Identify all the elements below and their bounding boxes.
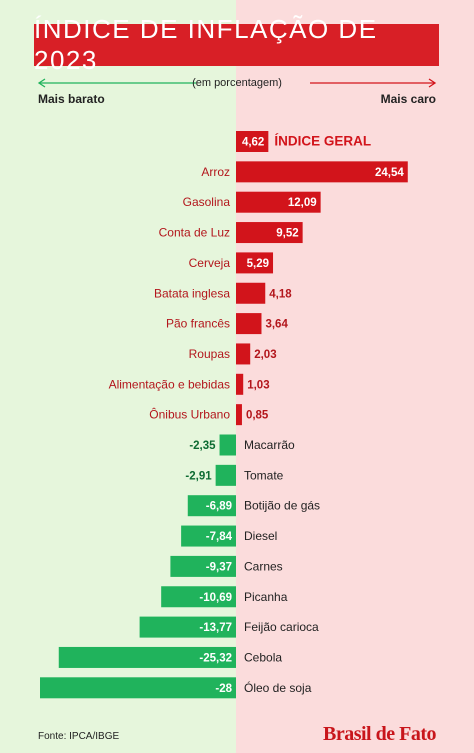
pricier-label: Mais caro <box>380 92 436 106</box>
value-label: 3,64 <box>265 319 288 331</box>
bar <box>170 555 236 577</box>
bar <box>215 464 236 486</box>
value-label: -10,69 <box>199 592 232 604</box>
category-label: Feijão carioca <box>244 620 319 634</box>
title-banner: ÍNDICE DE INFLAÇÃO DE 2023 <box>34 14 439 75</box>
category-label: Pão francês <box>166 317 230 331</box>
category-label: Gasolina <box>183 195 231 209</box>
category-label: Diesel <box>244 529 277 543</box>
value-label: -28 <box>215 683 232 695</box>
value-label: -2,35 <box>189 440 216 452</box>
bar <box>187 495 236 517</box>
value-label: -25,32 <box>199 652 232 664</box>
category-label: Cerveja <box>189 256 231 270</box>
category-label: Cebola <box>244 650 282 664</box>
category-label: Macarrão <box>244 438 295 452</box>
value-label: 24,54 <box>375 167 404 179</box>
category-label: Ônibus Urbano <box>149 407 230 422</box>
pricier-arrow <box>310 78 437 88</box>
bar <box>58 646 237 668</box>
bar <box>236 373 244 395</box>
value-label: -6,89 <box>206 501 232 513</box>
category-label: Batata inglesa <box>154 286 230 300</box>
bar <box>236 313 262 335</box>
value-label: 12,09 <box>288 197 317 209</box>
value-label: 2,03 <box>254 349 276 361</box>
value-label: 9,52 <box>276 228 298 240</box>
chart-title: ÍNDICE DE INFLAÇÃO DE 2023 <box>34 14 378 75</box>
value-label: -13,77 <box>199 622 232 634</box>
bar <box>181 525 236 547</box>
value-label: 4,62 <box>242 137 264 149</box>
category-label: Picanha <box>244 590 288 604</box>
bar <box>139 616 236 638</box>
bar <box>236 282 266 304</box>
category-label: Conta de Luz <box>159 226 230 240</box>
value-label: 5,29 <box>247 258 269 270</box>
value-label: 0,85 <box>246 410 269 422</box>
bar <box>236 161 408 183</box>
bar <box>236 131 269 152</box>
bar <box>219 434 236 456</box>
cheaper-arrow <box>37 78 196 88</box>
bar <box>236 404 242 426</box>
brand-logo: Brasil de Fato <box>323 723 437 745</box>
bar <box>236 222 303 244</box>
bar <box>236 343 251 365</box>
category-label: Botijão de gás <box>244 499 320 513</box>
bar <box>161 586 236 608</box>
bar <box>236 191 321 213</box>
value-label: 4,18 <box>269 288 292 300</box>
overall-index-label: ÍNDICE GERAL <box>274 134 371 149</box>
category-label: Arroz <box>201 165 230 179</box>
unit-note: (em porcentagem) <box>192 77 282 89</box>
source-note: Fonte: IPCA/IBGE <box>38 731 120 742</box>
category-label: Alimentação e bebidas <box>109 377 230 391</box>
pricier-background <box>236 0 474 753</box>
value-label: -9,37 <box>206 561 232 573</box>
value-label: -2,91 <box>185 470 212 482</box>
bar <box>236 252 274 274</box>
category-label: Óleo de soja <box>244 680 312 695</box>
category-label: Tomate <box>244 468 284 482</box>
category-label: Carnes <box>244 559 283 573</box>
value-label: 1,03 <box>247 379 269 391</box>
cheaper-label: Mais barato <box>38 92 105 106</box>
bar <box>40 677 236 699</box>
value-label: -7,84 <box>206 531 233 543</box>
category-label: Roupas <box>189 347 230 361</box>
